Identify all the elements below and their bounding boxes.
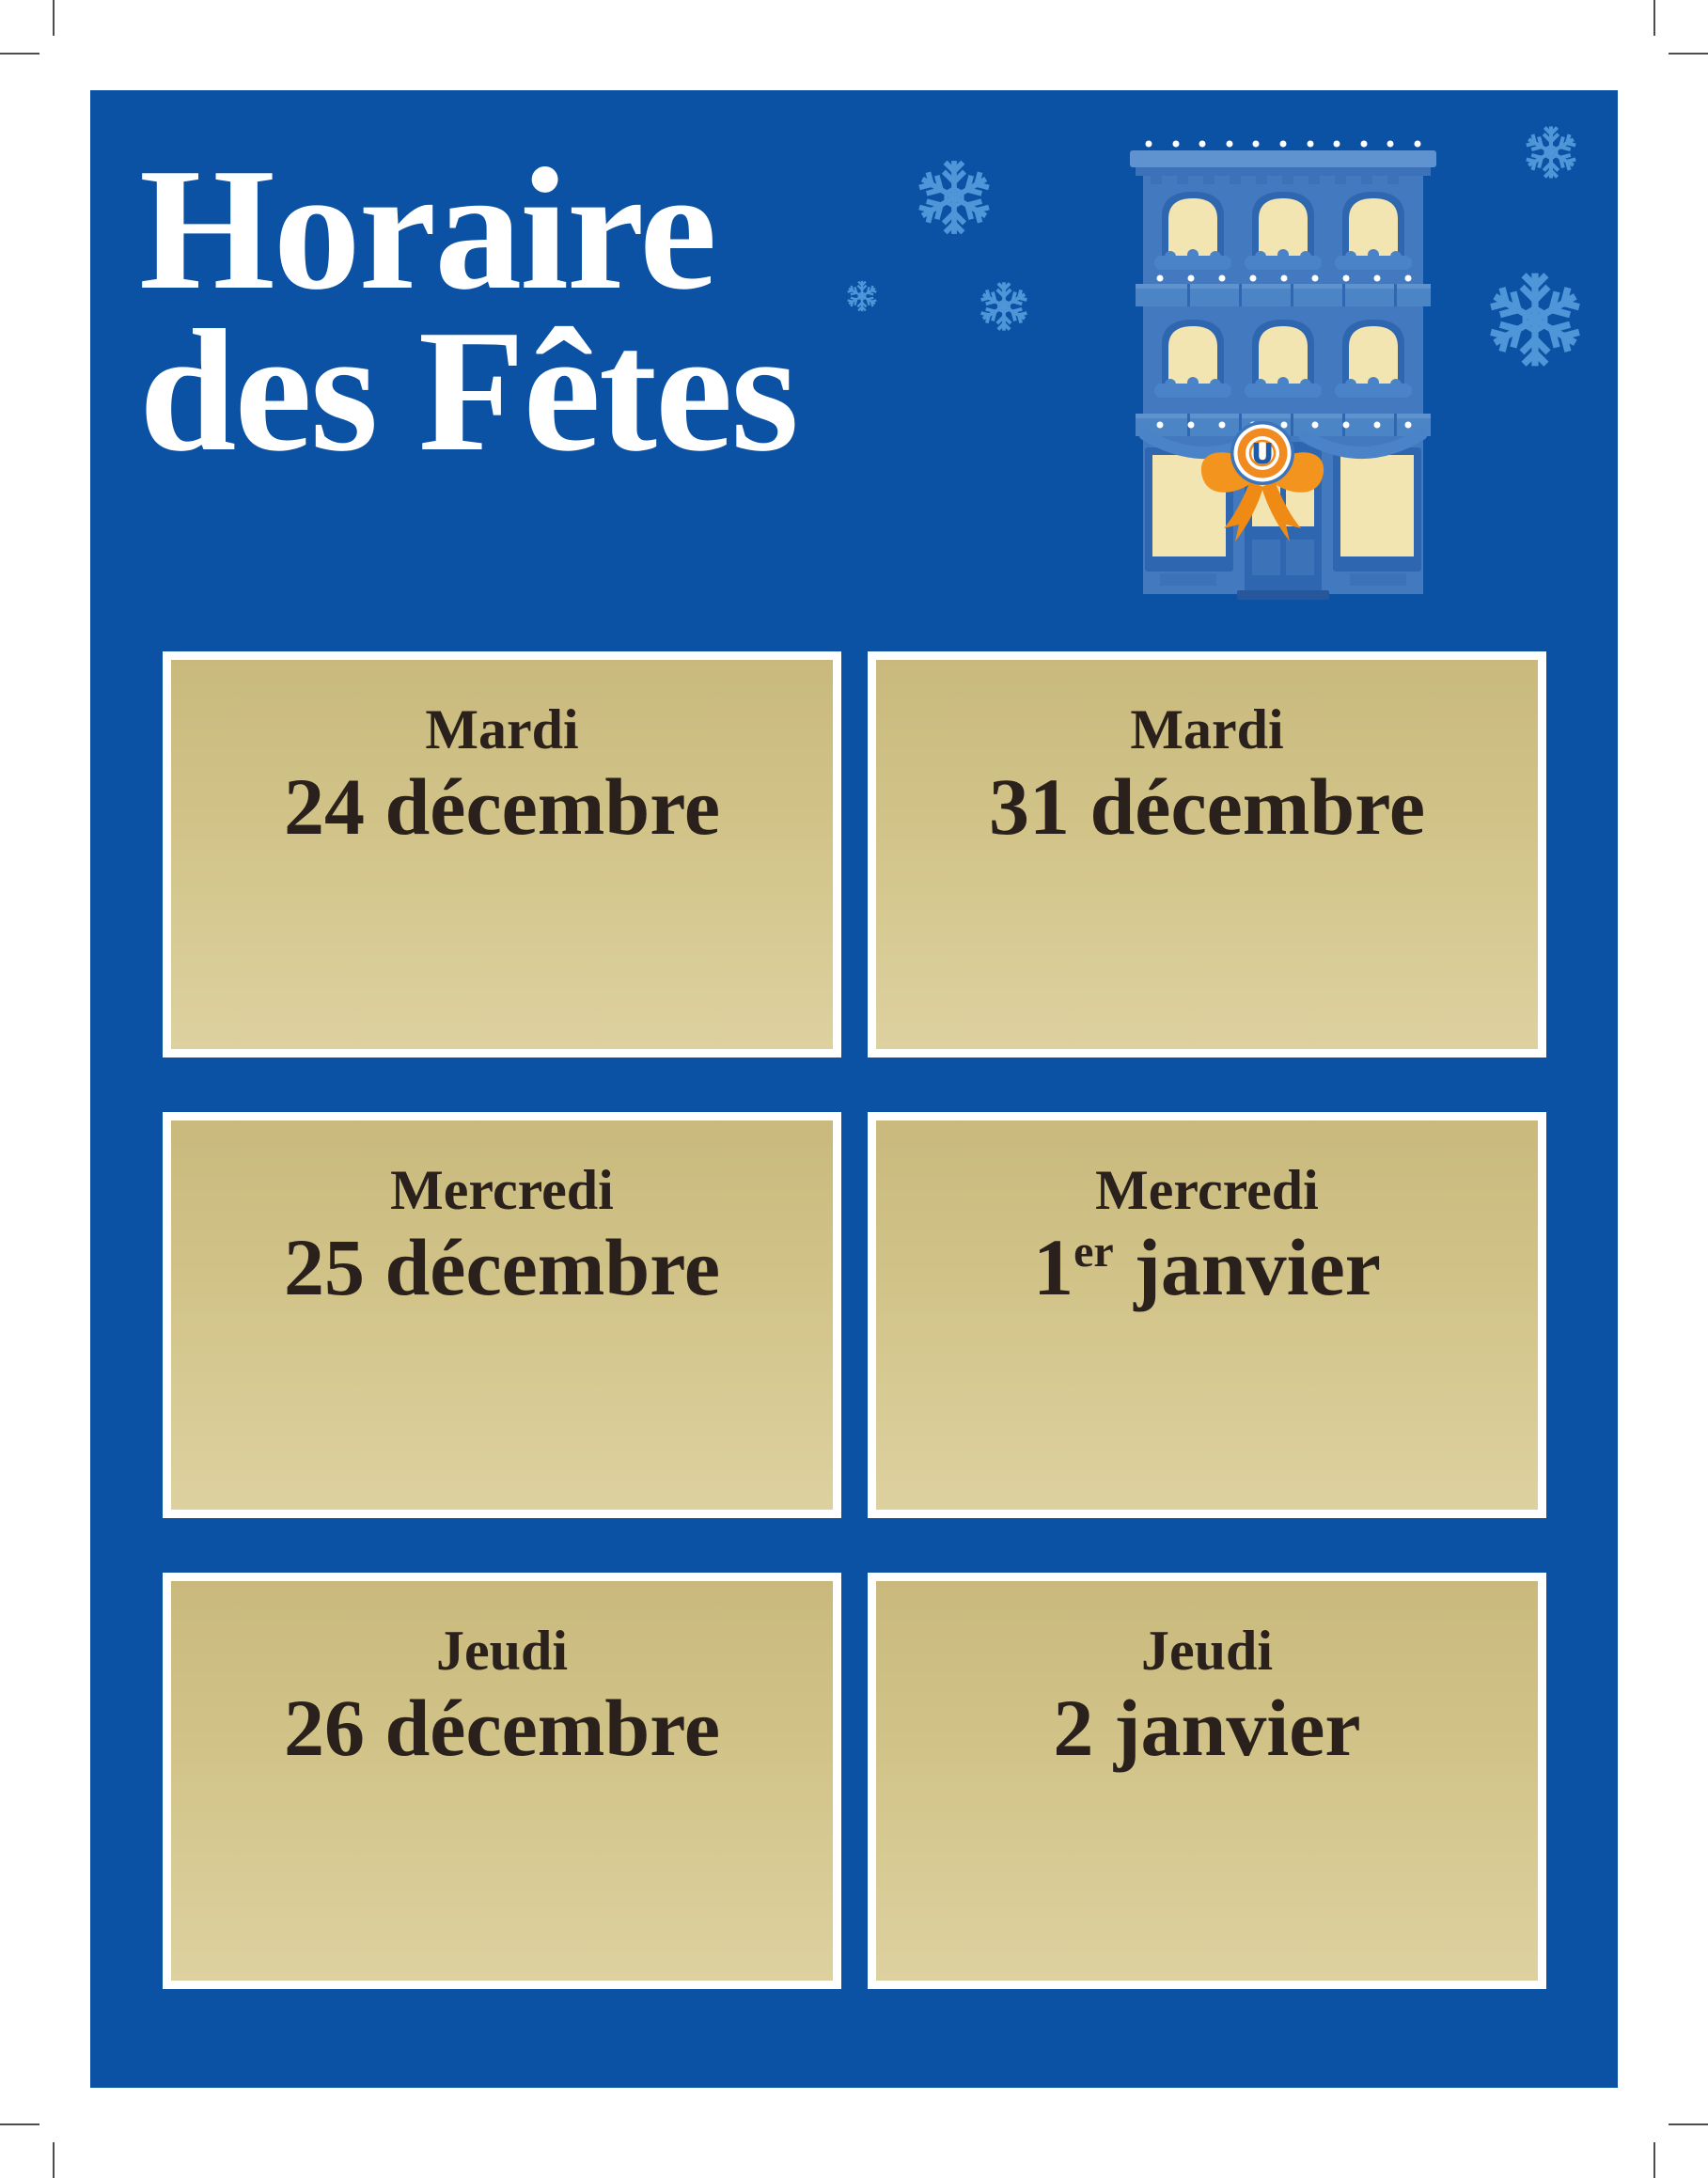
snowflake-icon xyxy=(916,159,993,236)
store-logo-badge: U xyxy=(1230,421,1294,485)
crop-mark xyxy=(53,0,55,36)
card-date: 1er janvier xyxy=(1033,1222,1381,1312)
card-day: Jeudi xyxy=(435,1620,569,1682)
card-day: Mercredi xyxy=(1095,1159,1319,1221)
crop-mark xyxy=(53,2142,55,2178)
belt-course xyxy=(1136,274,1431,306)
window-garlands xyxy=(1154,377,1412,398)
string-lights xyxy=(1156,274,1412,282)
crop-mark xyxy=(1669,2123,1708,2125)
storefront-illustration: U xyxy=(1130,140,1436,600)
snowflake-icon xyxy=(979,282,1028,331)
crop-mark xyxy=(0,2123,39,2125)
card-date: 24 décembre xyxy=(283,761,721,852)
window-garlands xyxy=(1154,249,1412,270)
second-floor-windows xyxy=(1154,320,1412,398)
card-day: Mardi xyxy=(1130,698,1284,760)
crop-mark xyxy=(0,53,39,55)
card-date: 26 décembre xyxy=(283,1683,721,1773)
crop-mark xyxy=(1653,0,1655,36)
snowflake-icon xyxy=(1486,271,1584,368)
crop-mark xyxy=(1669,53,1708,55)
holiday-hours-poster: Horaire des Fêtes xyxy=(90,90,1618,2088)
card-day: Mercredi xyxy=(390,1159,614,1221)
page-title: Horaire des Fêtes xyxy=(139,133,799,488)
snowflake-icon xyxy=(846,280,878,312)
snowflake-icon xyxy=(1524,125,1578,180)
roof-lights xyxy=(1145,140,1421,148)
card-date: 2 janvier xyxy=(1053,1683,1361,1773)
schedule-card: Mercredi 25 décembre xyxy=(163,1112,841,1518)
logo-letter: U xyxy=(1251,438,1274,471)
card-date: 25 décembre xyxy=(283,1222,721,1312)
third-floor-windows xyxy=(1154,192,1412,270)
building-cornice xyxy=(1130,140,1436,184)
schedule-card: Mercredi 1er janvier xyxy=(868,1112,1546,1518)
schedule-card: Mardi 31 décembre xyxy=(868,651,1546,1058)
crop-mark xyxy=(1653,2142,1655,2178)
schedule-card: Mardi 24 décembre xyxy=(163,651,841,1058)
card-day: Jeudi xyxy=(1140,1620,1274,1682)
title-line-2: des Fêtes xyxy=(139,294,799,488)
ordinal-suffix: er xyxy=(1073,1227,1114,1277)
title-line-1: Horaire xyxy=(139,133,717,326)
schedule-card: Jeudi 2 janvier xyxy=(868,1573,1546,1989)
card-date: 31 décembre xyxy=(988,761,1426,852)
schedule-card: Jeudi 26 décembre xyxy=(163,1573,841,1989)
card-day: Mardi xyxy=(425,698,579,760)
